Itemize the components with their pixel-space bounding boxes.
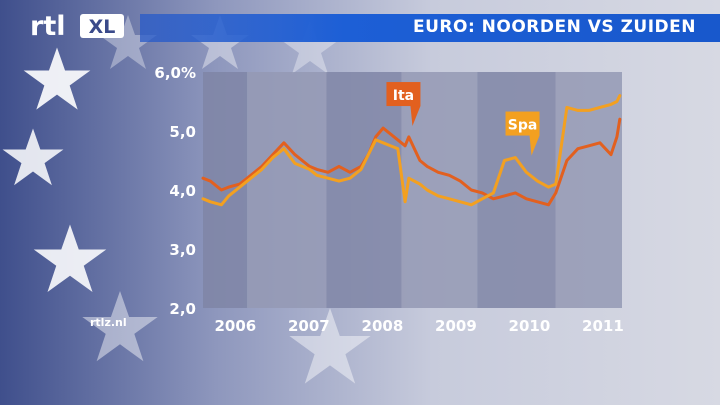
x-tick-label: 2006 [215, 317, 257, 335]
x-tick-label: 2010 [509, 317, 551, 335]
star-icon [23, 47, 91, 110]
x-tick-label: 2008 [362, 317, 404, 335]
logo-badge-text: XL [89, 16, 116, 38]
logo-text: rtl [30, 11, 65, 42]
axes: 2,0 3,0 4,0 5,0 6,0% 2006 2007 2008 2009 2010 2011 [154, 64, 623, 335]
series-line-ita [201, 117, 622, 207]
plot-area [203, 72, 622, 308]
logo-badge [80, 14, 124, 38]
y-tick-label: 5,0 [169, 123, 196, 141]
series-lines [201, 94, 622, 207]
annotation-label: Ita [393, 88, 414, 104]
annotation-box [505, 111, 540, 136]
annotation-box [386, 82, 421, 107]
title-bar: EURO: NOORDEN VS ZUIDEN [140, 14, 720, 42]
star-icon [33, 224, 107, 292]
y-tick-label: 3,0 [169, 241, 196, 259]
page-title: EURO: NOORDEN VS ZUIDEN [413, 17, 696, 37]
x-tick-label: 2009 [435, 317, 477, 335]
series-line-spa [201, 94, 622, 207]
y-tick-label: 4,0 [169, 182, 196, 200]
annotation-pointer [410, 106, 421, 127]
x-tick-label: 2007 [288, 317, 330, 335]
year-band [247, 72, 327, 308]
star-icon [2, 128, 64, 186]
year-band [477, 72, 556, 308]
annotation-pointer [529, 135, 540, 156]
rtl-xl-logo: rtl XL [30, 8, 140, 48]
y-tick-label: 2,0 [169, 300, 196, 318]
watermark-rtlz: rtlz.nl [90, 316, 127, 329]
series-annotations: Ita Spa [386, 82, 540, 156]
year-band [326, 72, 402, 308]
x-tick-label: 2011 [582, 317, 624, 335]
annotation-label: Spa [508, 118, 538, 134]
y-tick-label: 6,0% [154, 64, 196, 82]
